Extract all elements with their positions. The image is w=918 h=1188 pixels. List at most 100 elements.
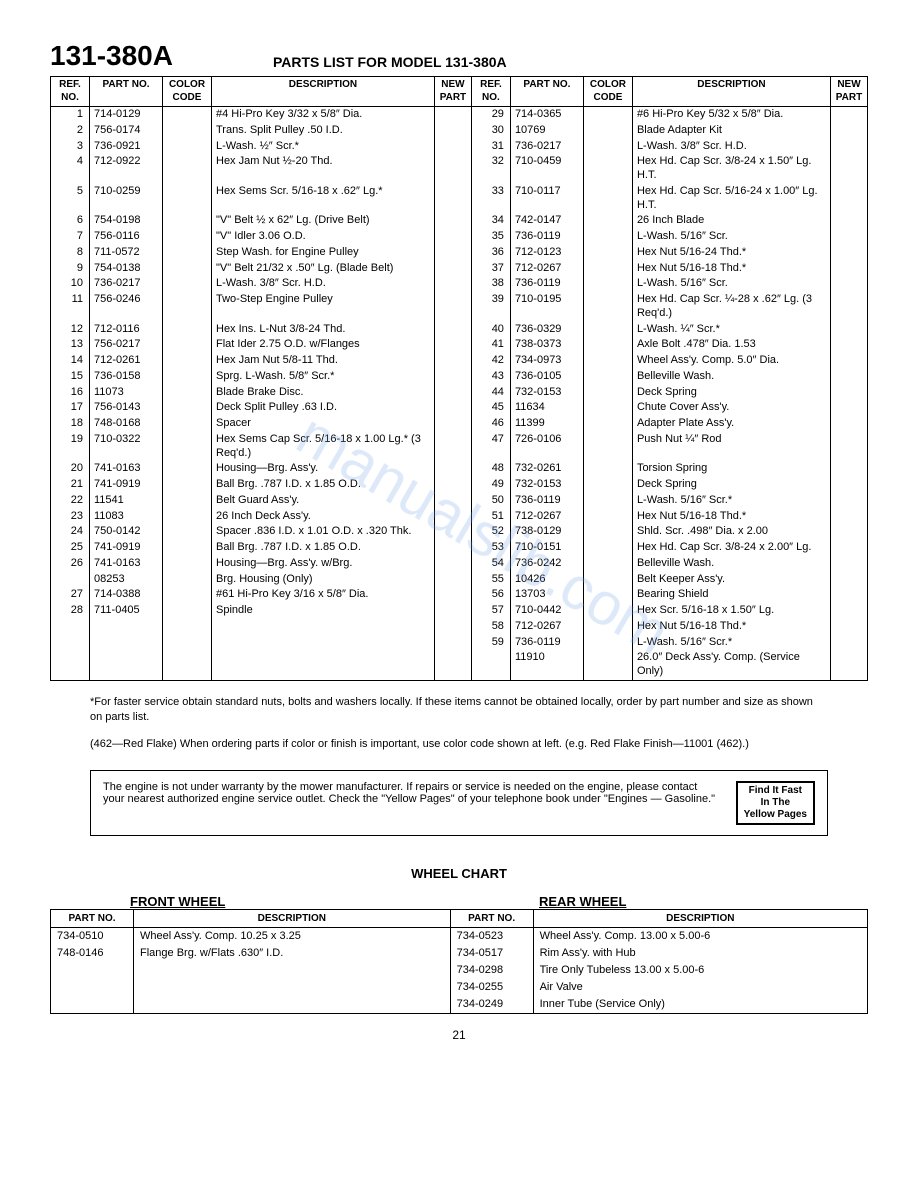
table-cell: [163, 261, 212, 277]
table-cell: 741-0163: [90, 556, 163, 572]
table-cell: Hex Sems Cap Scr. 5/16-18 x 1.00 Lg.* (3…: [212, 432, 435, 462]
page-number: 21: [50, 1028, 868, 1042]
table-cell: Deck Spring: [632, 477, 830, 493]
table-cell: [583, 461, 632, 477]
table-cell: [434, 572, 471, 588]
table-cell: 756-0246: [90, 292, 163, 322]
table-cell: 43: [471, 369, 510, 385]
table-cell: [583, 353, 632, 369]
table-cell: [163, 477, 212, 493]
table-cell: [583, 213, 632, 229]
table-cell: 8: [51, 245, 90, 261]
table-cell: 710-0459: [510, 154, 583, 184]
table-cell: [831, 493, 868, 509]
table-cell: [831, 400, 868, 416]
table-cell: 15: [51, 369, 90, 385]
table-cell: [583, 369, 632, 385]
table-cell: [163, 154, 212, 184]
table-cell: [831, 432, 868, 462]
table-cell: #4 Hi-Pro Key 3/32 x 5/8″ Dia.: [212, 107, 435, 123]
table-cell: 11: [51, 292, 90, 322]
table-cell: [434, 400, 471, 416]
table-cell: 59: [471, 635, 510, 651]
table-cell: [831, 107, 868, 123]
header-part-left: PART NO.: [90, 77, 163, 107]
table-cell: L-Wash. 5/16″ Scr.: [632, 276, 830, 292]
table-cell: [831, 635, 868, 651]
wheel-table: PART NO. DESCRIPTION PART NO. DESCRIPTIO…: [50, 909, 868, 1014]
table-cell: 25: [51, 540, 90, 556]
table-cell: [831, 322, 868, 338]
table-cell: [434, 123, 471, 139]
table-cell: [831, 416, 868, 432]
table-cell: [583, 400, 632, 416]
table-cell: 710-0322: [90, 432, 163, 462]
table-cell: [583, 524, 632, 540]
table-cell: [831, 650, 868, 680]
table-cell: 11634: [510, 400, 583, 416]
table-cell: L-Wash. 3/8″ Scr. H.D.: [632, 139, 830, 155]
table-cell: [831, 524, 868, 540]
table-cell: [831, 461, 868, 477]
table-cell: [583, 650, 632, 680]
table-cell: [831, 572, 868, 588]
table-cell: 14: [51, 353, 90, 369]
table-cell: [583, 292, 632, 322]
table-cell: [831, 369, 868, 385]
table-cell: [212, 650, 435, 680]
table-cell: [434, 587, 471, 603]
table-cell: [163, 337, 212, 353]
table-cell: Hex Jam Nut ½-20 Thd.: [212, 154, 435, 184]
table-cell: [434, 650, 471, 680]
table-cell: Push Nut ¼″ Rod: [632, 432, 830, 462]
table-cell: Spacer .836 I.D. x 1.01 O.D. x .320 Thk.: [212, 524, 435, 540]
table-cell: [831, 292, 868, 322]
table-cell: #6 Hi-Pro Key 5/32 x 5/8″ Dia.: [632, 107, 830, 123]
table-cell: [163, 432, 212, 462]
table-cell: [434, 337, 471, 353]
table-cell: [831, 245, 868, 261]
table-cell: 19: [51, 432, 90, 462]
table-cell: 26: [51, 556, 90, 572]
header-new-left: NEW PART: [434, 77, 471, 107]
table-cell: 34: [471, 213, 510, 229]
table-cell: [163, 619, 212, 635]
table-cell: Torsion Spring: [632, 461, 830, 477]
table-cell: [163, 184, 212, 214]
table-cell: [583, 493, 632, 509]
table-cell: Sprg. L-Wash. 5/8″ Scr.*: [212, 369, 435, 385]
table-cell: [831, 213, 868, 229]
table-cell: [831, 556, 868, 572]
table-cell: [212, 635, 435, 651]
table-cell: Ball Brg. .787 I.D. x 1.85 O.D.: [212, 477, 435, 493]
table-cell: [163, 650, 212, 680]
model-number: 131-380A: [50, 40, 173, 72]
table-cell: [434, 556, 471, 572]
table-cell: 714-0365: [510, 107, 583, 123]
table-cell: 33: [471, 184, 510, 214]
table-cell: #61 Hi-Pro Key 3/16 x 5/8″ Dia.: [212, 587, 435, 603]
table-cell: 756-0143: [90, 400, 163, 416]
table-cell: 31: [471, 139, 510, 155]
table-cell: 16: [51, 385, 90, 401]
table-cell: 46: [471, 416, 510, 432]
table-cell: 22: [51, 493, 90, 509]
table-cell: [51, 962, 134, 979]
table-cell: 742-0147: [510, 213, 583, 229]
table-cell: [831, 509, 868, 525]
table-cell: [831, 337, 868, 353]
engine-warranty-box: The engine is not under warranty by the …: [90, 770, 828, 836]
table-cell: Housing—Brg. Ass'y.: [212, 461, 435, 477]
table-cell: [583, 245, 632, 261]
table-cell: 736-0921: [90, 139, 163, 155]
table-cell: Hex Hd. Cap Scr. 5/16-24 x 1.00″ Lg. H.T…: [632, 184, 830, 214]
table-cell: Ball Brg. .787 I.D. x 1.85 O.D.: [212, 540, 435, 556]
table-cell: 736-0242: [510, 556, 583, 572]
table-cell: 17: [51, 400, 90, 416]
table-cell: [583, 337, 632, 353]
table-cell: Hex Sems Scr. 5/16-18 x .62″ Lg.*: [212, 184, 435, 214]
table-cell: 736-0217: [510, 139, 583, 155]
table-cell: Deck Split Pulley .63 I.D.: [212, 400, 435, 416]
table-cell: [434, 524, 471, 540]
table-cell: 18: [51, 416, 90, 432]
